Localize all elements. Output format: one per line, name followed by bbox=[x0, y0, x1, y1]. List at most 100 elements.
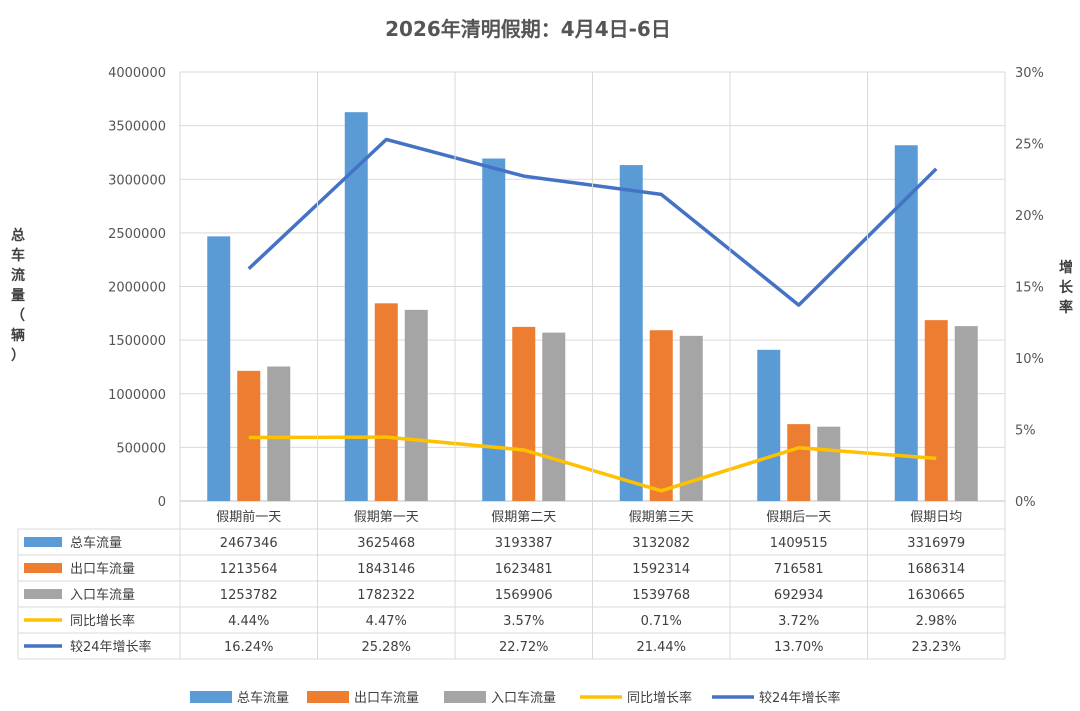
y-axis-ticks: 0 500000 1000000 1500000 2000000 2500000 30000… bbox=[108, 66, 166, 510]
legend-swatch bbox=[444, 691, 486, 703]
y2-axis-title-char: 长 bbox=[1059, 279, 1074, 296]
y2-axis-title-char: 率 bbox=[1059, 299, 1073, 316]
x-category-label: 假期前一天 bbox=[216, 509, 281, 525]
table-cell: 2467346 bbox=[220, 536, 278, 551]
bar bbox=[787, 424, 811, 501]
table-cell: 3193387 bbox=[495, 536, 553, 551]
table-cell: 1569906 bbox=[495, 588, 553, 603]
y2-tick-label: 25% bbox=[1015, 138, 1044, 153]
bar bbox=[542, 332, 566, 501]
y-axis-title-char: 流 bbox=[11, 267, 25, 284]
table-cell: 2.98% bbox=[916, 614, 957, 629]
table-row-label: 入口车流量 bbox=[70, 587, 135, 603]
y2-tick-label: 15% bbox=[1015, 281, 1044, 296]
bar bbox=[482, 158, 506, 501]
table-cell: 25.28% bbox=[361, 640, 411, 655]
bar bbox=[267, 366, 291, 501]
table-cell: 13.70% bbox=[774, 640, 824, 655]
table-cell: 3316979 bbox=[907, 536, 965, 551]
y2-axis-ticks: 0% 5% 10% 15% 20% 25% 30% bbox=[1015, 66, 1044, 510]
y-tick-label: 500000 bbox=[116, 441, 166, 456]
y-axis-title-char: （ bbox=[11, 308, 25, 324]
bar bbox=[512, 326, 536, 501]
bar bbox=[619, 165, 643, 501]
row-legend-swatch bbox=[24, 589, 62, 599]
y-tick-label: 2500000 bbox=[108, 227, 166, 242]
table-cell: 716581 bbox=[774, 562, 824, 577]
y2-tick-label: 10% bbox=[1015, 352, 1044, 367]
y2-tick-label: 20% bbox=[1015, 209, 1044, 224]
x-category-label: 假期日均 bbox=[910, 510, 962, 525]
y-tick-label: 2000000 bbox=[108, 281, 166, 296]
table-cell: 1213564 bbox=[220, 562, 278, 577]
table-cell: 1592314 bbox=[632, 562, 690, 577]
legend-label: 同比增长率 bbox=[627, 690, 692, 706]
table-cell: 692934 bbox=[774, 588, 824, 603]
bar bbox=[924, 320, 948, 501]
table-row-label: 同比增长率 bbox=[70, 613, 135, 629]
table-cell: 1253782 bbox=[220, 588, 278, 603]
table-cell: 1539768 bbox=[632, 588, 690, 603]
bar bbox=[817, 426, 841, 501]
row-legend-swatch bbox=[24, 537, 62, 547]
table-cell: 1630665 bbox=[907, 588, 965, 603]
table-cell: 3625468 bbox=[357, 536, 415, 551]
y-tick-label: 1000000 bbox=[108, 388, 166, 403]
table-cell: 1782322 bbox=[357, 588, 415, 603]
y2-tick-label: 5% bbox=[1015, 424, 1036, 439]
y-tick-label: 4000000 bbox=[108, 66, 166, 81]
table-cell: 22.72% bbox=[499, 640, 549, 655]
table-cell: 0.71% bbox=[641, 614, 682, 629]
x-category-label: 假期后一天 bbox=[766, 510, 831, 525]
legend-swatch bbox=[307, 691, 349, 703]
table-row-label: 总车流量 bbox=[70, 535, 122, 551]
table-cell: 1409515 bbox=[770, 536, 828, 551]
y-axis-title-char: ） bbox=[11, 348, 25, 364]
y-axis-title-char: 辆 bbox=[11, 327, 25, 344]
legend-label: 较24年增长率 bbox=[759, 690, 841, 706]
table-row-label: 出口车流量 bbox=[70, 561, 135, 577]
table-cell: 3.72% bbox=[778, 614, 819, 629]
table-cell: 1686314 bbox=[907, 562, 965, 577]
legend-label: 入口车流量 bbox=[491, 690, 556, 706]
y-tick-label: 3500000 bbox=[108, 120, 166, 135]
y-tick-label: 1500000 bbox=[108, 334, 166, 349]
bar bbox=[757, 349, 781, 501]
table-cell: 1843146 bbox=[357, 562, 415, 577]
bar bbox=[649, 330, 673, 501]
table-row-label: 较24年增长率 bbox=[70, 639, 152, 655]
y2-axis-title-char: 增 bbox=[1059, 259, 1073, 276]
legend-label: 出口车流量 bbox=[354, 690, 419, 706]
bar bbox=[679, 335, 703, 501]
row-legend-swatch bbox=[24, 563, 62, 573]
legend-label: 总车流量 bbox=[237, 690, 289, 706]
table-cell: 4.47% bbox=[366, 614, 407, 629]
x-category-label: 假期第二天 bbox=[491, 510, 556, 525]
table-cell: 21.44% bbox=[636, 640, 686, 655]
bars bbox=[207, 112, 978, 502]
bar bbox=[404, 309, 428, 501]
table-cell: 1623481 bbox=[495, 562, 553, 577]
legend-swatch bbox=[190, 691, 232, 703]
y-axis-title-char: 量 bbox=[11, 288, 25, 304]
bar bbox=[207, 236, 231, 501]
bar bbox=[954, 326, 978, 501]
table-cell: 16.24% bbox=[224, 640, 274, 655]
table-cell: 4.44% bbox=[228, 614, 269, 629]
table-cell: 3.57% bbox=[503, 614, 544, 629]
y-axis-title-char: 总 bbox=[11, 227, 25, 244]
y-axis-title-char: 车 bbox=[11, 247, 25, 264]
x-category-label: 假期第三天 bbox=[629, 510, 694, 525]
y-axis-title: 总车流量 （ 辆 ） bbox=[11, 227, 25, 364]
bar bbox=[344, 112, 368, 502]
chart-title: 2026年清明假期：4月4日-6日 bbox=[385, 17, 671, 41]
y2-tick-label: 30% bbox=[1015, 66, 1044, 81]
legend: 总车流量 出口车流量 入口车流量 同比增长率 较24年增长率 bbox=[190, 690, 841, 706]
bar bbox=[374, 303, 398, 501]
bar bbox=[894, 145, 918, 501]
x-category-label: 假期第一天 bbox=[354, 510, 419, 525]
y-tick-label: 3000000 bbox=[108, 173, 166, 188]
table-cell: 3132082 bbox=[632, 536, 690, 551]
